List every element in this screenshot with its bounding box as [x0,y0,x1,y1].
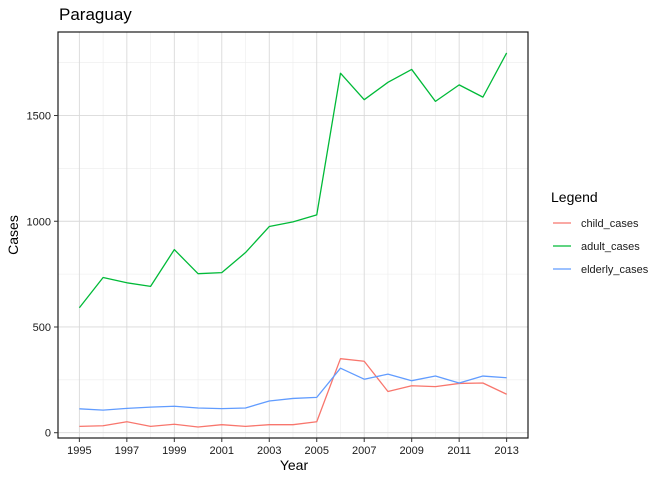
x-tick-label: 2005 [304,445,328,457]
series-lines [78,52,508,428]
panel-border [57,31,529,439]
x-tick-label: 2001 [210,445,234,457]
series-line-child-cases [79,358,507,428]
y-axis: 0 500 1000 1500 [27,111,58,440]
grid [58,32,528,438]
legend-label: adult_cases [581,241,640,253]
legend-title: Legend [551,189,598,205]
chart-title: Paraguay [59,5,132,24]
y-axis-title: Cases [5,215,21,255]
legend: Legend child_cases adult_cases elderly_cas… [551,189,649,276]
x-tick-label: 2013 [494,445,518,457]
series-line-elderly-cases [79,367,507,411]
x-tick-label: 2003 [257,445,281,457]
series-line-adult-cases [78,52,508,309]
x-axis: 1995 1997 1999 2001 2003 2005 2007 2009 2011 2013 [67,438,519,457]
legend-label: elderly_cases [581,264,649,276]
y-tick-label: 0 [45,428,51,440]
y-tick-label: 500 [33,322,51,334]
x-tick-label: 2009 [399,445,423,457]
x-tick-label: 1997 [115,445,139,457]
y-tick-label: 1000 [27,216,51,228]
x-tick-label: 1999 [162,445,186,457]
legend-label: child_cases [581,218,639,230]
x-tick-label: 2011 [447,445,471,457]
x-tick-label: 1995 [67,445,91,457]
y-tick-label: 1500 [27,111,51,123]
x-axis-title: Year [280,457,309,473]
x-tick-label: 2007 [352,445,376,457]
